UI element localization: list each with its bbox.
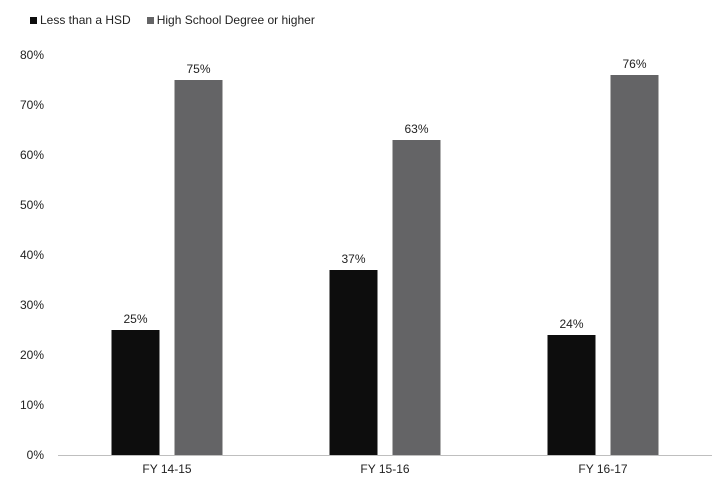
bar-less-than-hsd	[547, 335, 596, 455]
x-tick-label: FY 16-17	[578, 462, 627, 476]
y-tick-label: 0%	[27, 448, 45, 462]
legend-item-hs-degree: High School Degree or higher	[146, 13, 315, 27]
y-tick-label: 70%	[20, 98, 44, 112]
bar-hs-degree	[174, 80, 223, 455]
chart-legend: Less than a HSD High School Degree or hi…	[30, 13, 315, 27]
y-tick-label: 60%	[20, 148, 44, 162]
y-tick-label: 50%	[20, 198, 44, 212]
bar-less-than-hsd	[329, 270, 378, 455]
data-label: 75%	[186, 62, 210, 76]
y-tick-label: 40%	[20, 248, 44, 262]
legend-label-less-than-hsd: Less than a HSD	[40, 13, 131, 27]
y-tick-label: 20%	[20, 348, 44, 362]
data-label: 37%	[341, 252, 365, 266]
y-tick-label: 10%	[20, 398, 44, 412]
legend-label-hs-degree: High School Degree or higher	[156, 13, 315, 27]
x-tick-label: FY 14-15	[142, 462, 191, 476]
bar-hs-degree	[610, 75, 659, 455]
legend-swatch-hs-degree	[146, 16, 154, 24]
data-label: 25%	[123, 312, 147, 326]
bar-hs-degree	[392, 140, 441, 455]
bar-less-than-hsd	[111, 330, 160, 455]
legend-item-less-than-hsd: Less than a HSD	[30, 13, 131, 27]
y-tick-label: 30%	[20, 298, 44, 312]
legend-swatch-less-than-hsd	[30, 16, 37, 24]
data-label: 63%	[404, 122, 428, 136]
data-label: 76%	[622, 57, 646, 71]
y-tick-label: 80%	[20, 48, 44, 62]
x-tick-label: FY 15-16	[360, 462, 409, 476]
data-label: 24%	[559, 317, 583, 331]
